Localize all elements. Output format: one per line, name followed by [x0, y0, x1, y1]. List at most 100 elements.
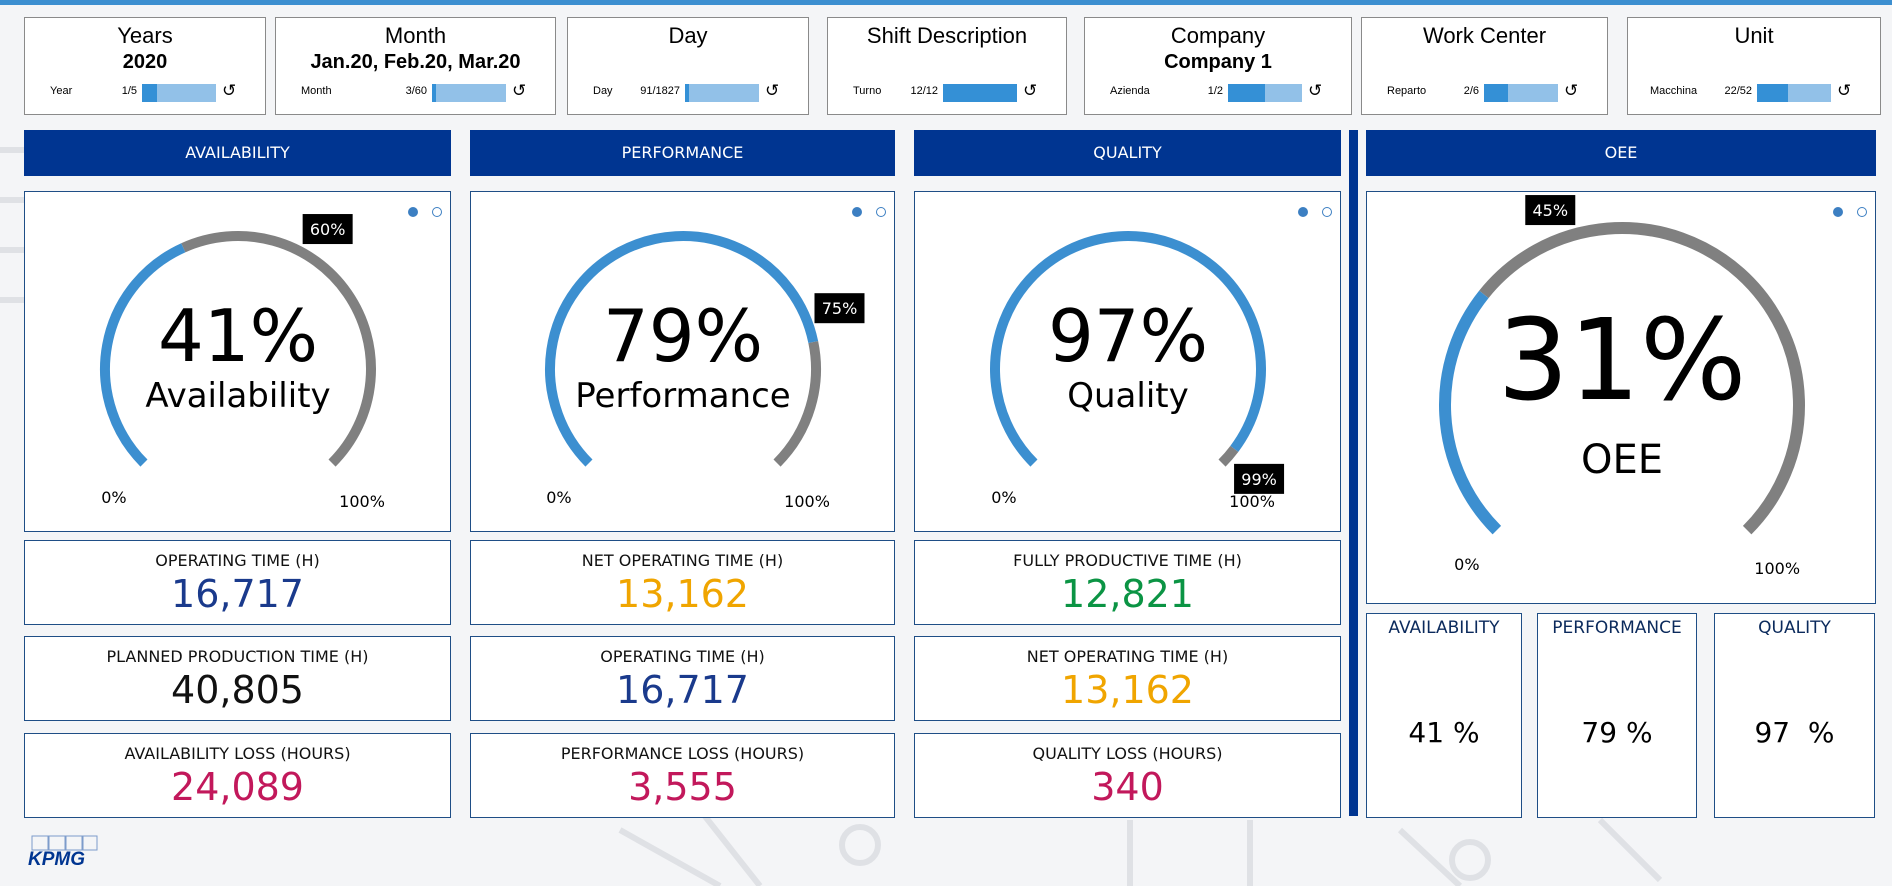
gauge-availability: 60% 41%Availability 0% 100% [100, 214, 385, 511]
page-dot-active[interactable] [408, 206, 418, 217]
metric-card-quality: FULLY PRODUCTIVE TIME (H) 12,821 [914, 540, 1341, 625]
filter-years[interactable]: Years 2020 Year 1/5 ↺ [24, 17, 266, 115]
target-label: 45% [1532, 201, 1568, 220]
gauge-value-arc [990, 231, 1266, 467]
filter-day[interactable]: Day Day 91/1827 ↺ [567, 17, 809, 115]
target-tooltip: 45% [1525, 195, 1576, 226]
summary-value: 79 % [1581, 716, 1653, 749]
page-dot-active[interactable] [852, 206, 862, 217]
filter-company[interactable]: Company Company 1 Azienda 1/2 ↺ [1084, 17, 1352, 115]
filter-field-label: Year [50, 85, 73, 97]
filter-selection-bar[interactable] [1228, 84, 1302, 102]
metric-card-quality: QUALITY LOSS (HOURS) 340 [914, 733, 1341, 818]
metric-card-availability: PLANNED PRODUCTION TIME (H) 40,805 [24, 636, 451, 721]
gauge-label: Availability [145, 376, 330, 416]
reset-icon[interactable]: ↺ [765, 81, 780, 100]
filter-selection-fill [685, 84, 689, 102]
filter-count: 91/1827 [640, 85, 680, 97]
gauge-value-arc [545, 231, 819, 467]
filter-slider-row: Day 91/1827 ↺ [568, 82, 808, 102]
reset-icon[interactable]: ↺ [1308, 81, 1323, 100]
filter-selection-fill [1484, 84, 1509, 102]
page-dot[interactable] [876, 206, 886, 217]
filter-slider-row: Azienda 1/2 ↺ [1085, 82, 1351, 102]
filter-selection-bar[interactable] [1757, 84, 1831, 102]
gauge-value: 79% [603, 294, 763, 378]
filter-selected-value: 2020 [122, 51, 168, 73]
summary-title: AVAILABILITY [1388, 618, 1500, 638]
metric-card-availability: AVAILABILITY LOSS (HOURS) 24,089 [24, 733, 451, 818]
target-label: 99% [1241, 470, 1277, 489]
gauge-panel-quality: 99% 97% Quality 0% 100% [914, 191, 1341, 532]
summary-value: 41 % [1408, 716, 1480, 749]
filter-title: Month [384, 23, 447, 48]
filter-selected-value [568, 51, 808, 77]
filter-count: 12/12 [910, 85, 938, 97]
filter-field-label: Macchina [1650, 85, 1698, 97]
metric-title: FULLY PRODUCTIVE TIME (H) [1013, 551, 1242, 570]
metric-card-performance: PERFORMANCE LOSS (HOURS) 3,555 [470, 733, 895, 818]
reset-icon[interactable]: ↺ [1023, 81, 1038, 100]
metric-title: PLANNED PRODUCTION TIME (H) [106, 647, 369, 666]
filter-selected-value: Company 1 [1164, 51, 1272, 73]
page-dot-active[interactable] [1833, 206, 1843, 217]
gauge-panel-oee: 45% 31% OEE 0% 100% [1366, 191, 1876, 604]
reset-icon[interactable]: ↺ [512, 81, 527, 100]
filter-count: 2/6 [1463, 85, 1479, 97]
oee-summary-card: AVAILABILITY 41 % [1366, 613, 1522, 818]
svg-text:KPMG: KPMG [28, 849, 85, 869]
filter-selection-bar[interactable] [1484, 84, 1558, 102]
reset-icon[interactable]: ↺ [1564, 81, 1579, 100]
filter-slider-row: Turno 12/12 ↺ [828, 82, 1066, 102]
filter-shift-description[interactable]: Shift Description Turno 12/12 ↺ [827, 17, 1067, 115]
filter-title: Day [668, 23, 708, 48]
filter-work-center[interactable]: Work Center Reparto 2/6 ↺ [1361, 17, 1608, 115]
filter-selection-bar[interactable] [142, 84, 216, 102]
metric-value: 3,555 [628, 765, 737, 809]
target-tooltip: 60% [302, 214, 353, 245]
filter-selected-value [1628, 51, 1880, 77]
metric-value: 340 [1091, 765, 1164, 809]
filter-month[interactable]: Month Jan.20, Feb.20, Mar.20 Month 3/60 ↺ [275, 17, 556, 115]
filter-selection-fill [1228, 84, 1265, 102]
filter-slider-row: Month 3/60 ↺ [276, 82, 555, 102]
gauge-performance: 75% 79%Performance 0% 100% [545, 231, 865, 511]
target-label: 60% [310, 220, 346, 239]
gauge-min-label: 0% [546, 488, 571, 507]
filter-unit[interactable]: Unit Macchina 22/52 ↺ [1627, 17, 1881, 115]
metric-value: 13,162 [616, 572, 749, 616]
gauge-label: Quality [1067, 376, 1189, 416]
filter-selection-bar[interactable] [432, 84, 506, 102]
metric-value: 13,162 [1061, 668, 1194, 712]
metric-title: AVAILABILITY LOSS (HOURS) [124, 744, 351, 763]
metric-value: 16,717 [171, 572, 304, 616]
metric-card-performance: NET OPERATING TIME (H) 13,162 [470, 540, 895, 625]
metric-title: OPERATING TIME (H) [155, 551, 320, 570]
top-accent-bar [0, 0, 1892, 5]
filter-selection-bar[interactable] [943, 84, 1017, 102]
gauge-label: OEE [1581, 437, 1663, 483]
filter-selection-fill [142, 84, 157, 102]
metric-card-quality: NET OPERATING TIME (H) 13,162 [914, 636, 1341, 721]
header-performance: PERFORMANCE [470, 130, 895, 176]
gauge-value: 31% [1498, 296, 1747, 426]
reset-icon[interactable]: ↺ [222, 81, 237, 100]
page-dot[interactable] [1322, 206, 1332, 217]
page-dot[interactable] [1857, 206, 1867, 217]
gauge-panel-performance: 75% 79% Performance 0% 100% [470, 191, 895, 532]
page-indicator [1284, 201, 1332, 220]
header-availability: AVAILABILITY [24, 130, 451, 176]
filter-field-label: Azienda [1110, 85, 1150, 97]
filter-selection-bar[interactable] [685, 84, 759, 102]
page-dot[interactable] [432, 206, 442, 217]
page-dot-active[interactable] [1298, 206, 1308, 217]
filter-selected-value [1362, 51, 1607, 77]
gauge-max-label: 100% [1754, 559, 1800, 578]
filter-count: 22/52 [1724, 85, 1752, 97]
filter-slider-row: Reparto 2/6 ↺ [1362, 82, 1607, 102]
filter-slider-row: Macchina 22/52 ↺ [1628, 82, 1880, 102]
summary-title: QUALITY [1758, 618, 1831, 638]
reset-icon[interactable]: ↺ [1837, 81, 1852, 100]
filter-selection-fill [432, 84, 436, 102]
summary-value: 97 % [1754, 716, 1835, 749]
